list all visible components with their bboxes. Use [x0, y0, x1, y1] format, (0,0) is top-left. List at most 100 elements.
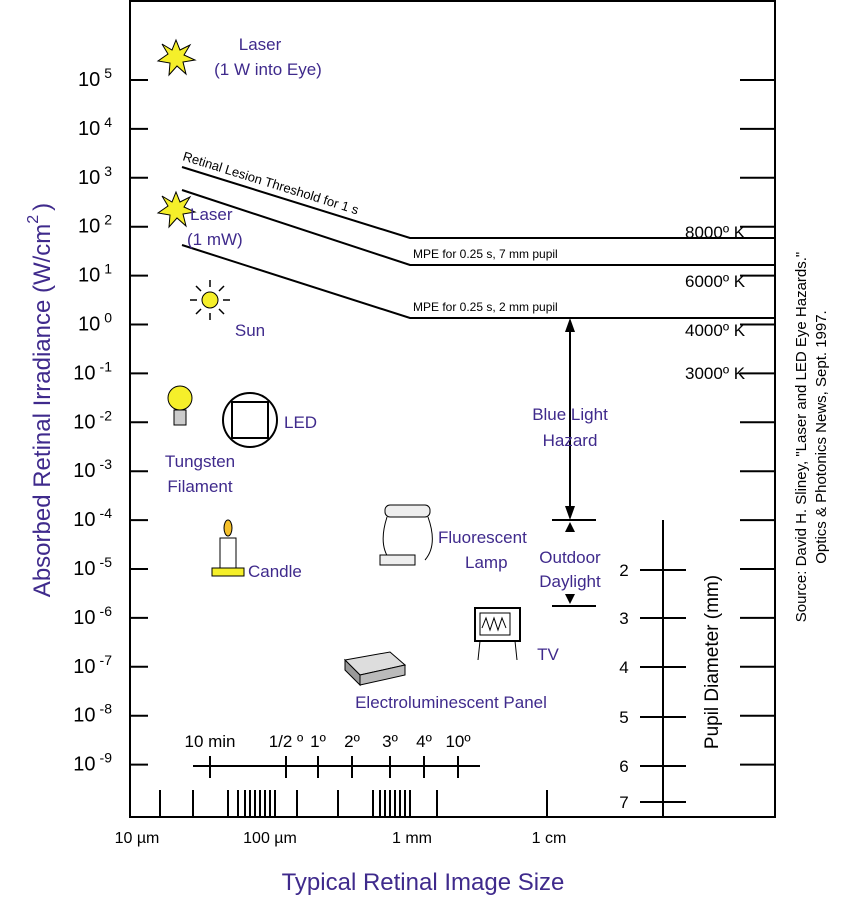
y-tick-label: 10 -5	[73, 554, 112, 580]
source-label: LED	[284, 413, 317, 432]
tick-exp: 1	[104, 261, 112, 277]
tick-exp: -3	[100, 456, 113, 472]
tick-base: 10	[73, 460, 95, 482]
source-label: Daylight	[539, 572, 601, 591]
y-tick-label: 10 -4	[73, 505, 112, 531]
lesion-line	[181, 166, 775, 239]
tick-base: 10	[73, 754, 95, 776]
y-tick-label: 10 -9	[73, 750, 112, 776]
angle-label: 4º	[416, 732, 432, 751]
icons	[156, 38, 521, 687]
tick-base: 10	[78, 314, 100, 336]
source-note: Source: David H. Sliney, "Laser and LED …	[793, 252, 810, 623]
tick-base: 10	[78, 265, 100, 287]
source-label: Fluorescent	[438, 528, 527, 547]
angle-label: 1/2 º	[269, 732, 304, 751]
tick-exp: -6	[100, 603, 113, 619]
mpe-7mm-line	[181, 189, 775, 266]
y-tick-label: 10 3	[78, 163, 112, 189]
source-label: Filament	[167, 477, 232, 496]
angle-label: 1º	[310, 732, 326, 751]
y-tick-label: 10 1	[78, 261, 112, 287]
y-title-end: )	[29, 203, 56, 211]
y-tick-label: 10 -3	[73, 456, 112, 482]
source-label: Lamp	[465, 553, 508, 572]
y-tick-label: 10 0	[78, 310, 112, 336]
temperature: 3000º K	[685, 364, 746, 383]
source-label: Electroluminescent Panel	[355, 693, 547, 712]
y-title: Absorbed Retinal Irradiance (W/cm2)	[25, 203, 56, 597]
source-note: Optics & Photonics News, Sept. 1997.	[813, 310, 830, 563]
x-tick-label: 10 µm	[115, 830, 160, 847]
pupil-tick-label: 2	[619, 561, 628, 580]
tick-base: 10	[73, 509, 95, 531]
threshold-label: MPE for 0.25 s, 2 mm pupil	[413, 300, 558, 314]
y-tick-label: 10 -2	[73, 407, 112, 433]
y-tick-label: 10 5	[78, 65, 112, 91]
x-tick-label: 1 mm	[392, 830, 432, 847]
y-tick-label: 10 -7	[73, 652, 112, 678]
source-label: Sun	[235, 321, 265, 340]
source-label: TV	[537, 645, 559, 664]
angle-label: 3º	[382, 732, 398, 751]
angle-label: 2º	[344, 732, 360, 751]
tick-base: 10	[78, 216, 100, 238]
y-title-text: Absorbed Retinal Irradiance (W/cm	[29, 224, 56, 597]
temperature: 8000º K	[685, 223, 746, 242]
y-tick-label: 10 -1	[73, 358, 112, 384]
y-tick-label: 10 -8	[73, 701, 112, 727]
tick-base: 10	[78, 167, 100, 189]
y-tick-label: 10 2	[78, 212, 112, 238]
pupil-tick-label: 5	[619, 708, 628, 727]
tick-exp: -4	[100, 505, 113, 521]
tick-exp: 2	[104, 212, 112, 228]
tick-base: 10	[78, 69, 100, 91]
tick-base: 10	[78, 118, 100, 140]
tick-exp: -8	[100, 701, 113, 717]
tick-exp: -7	[100, 652, 113, 668]
frame	[129, 0, 776, 818]
tick-base: 10	[73, 558, 95, 580]
arrow-head	[565, 506, 575, 520]
tick-exp: -2	[100, 407, 113, 423]
source-label: Candle	[248, 562, 302, 581]
tick-base: 10	[73, 411, 95, 433]
tick-exp: 4	[104, 114, 112, 130]
tick-exp: -9	[100, 750, 113, 766]
tick-exp: -5	[100, 554, 113, 570]
y-tick-label: 10 4	[78, 114, 112, 140]
tick-exp: 0	[104, 310, 112, 326]
pupil-tick-label: 7	[619, 793, 628, 812]
source-label: Outdoor	[539, 548, 601, 567]
tick-exp: 5	[104, 65, 112, 81]
pupil-tick-label: 4	[619, 658, 628, 677]
source-label: Blue Light	[532, 405, 608, 424]
tick-base: 10	[73, 607, 95, 629]
tick-exp: -1	[100, 358, 113, 374]
mpe-2mm-line	[181, 244, 775, 319]
threshold-label: MPE for 0.25 s, 7 mm pupil	[413, 247, 558, 261]
x-tick-label: 100 µm	[243, 830, 297, 847]
y-tick-label: 10 -6	[73, 603, 112, 629]
y-title-sup: 2	[25, 215, 42, 224]
tick-base: 10	[73, 656, 95, 678]
tick-exp: 3	[104, 163, 112, 179]
source-label: (1 mW)	[187, 230, 243, 249]
pupil-title: Pupil Diameter (mm)	[702, 575, 723, 749]
source-label: Laser	[190, 205, 233, 224]
source-label: (1 W into Eye)	[214, 60, 322, 79]
source-label: Laser	[239, 35, 282, 54]
tick-base: 10	[73, 705, 95, 727]
angle-label: 10º	[445, 732, 470, 751]
source-label: Hazard	[543, 431, 598, 450]
x-tick-label: 1 cm	[532, 830, 567, 847]
pupil-tick-label: 6	[619, 757, 628, 776]
pupil-tick-label: 3	[619, 609, 628, 628]
x-title: Typical Retinal Image Size	[282, 869, 565, 896]
tick-base: 10	[73, 362, 95, 384]
angle-label: 10 min	[184, 732, 235, 751]
arrow-head	[565, 318, 575, 332]
source-label: Tungsten	[165, 452, 235, 471]
temperature: 6000º K	[685, 272, 746, 291]
